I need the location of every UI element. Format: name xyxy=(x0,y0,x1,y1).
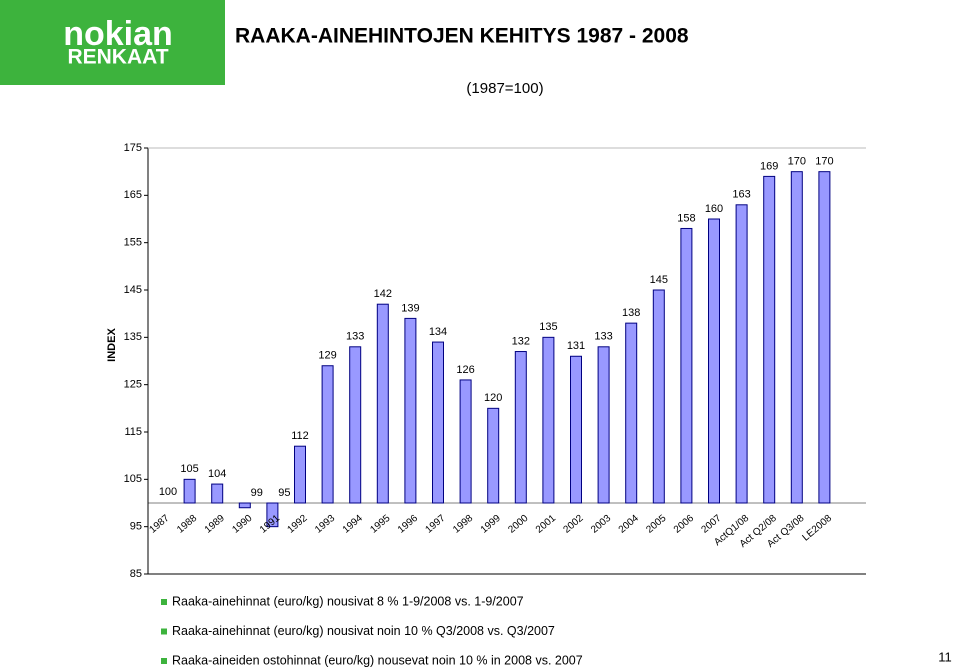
value-label: 138 xyxy=(622,307,640,319)
x-tick-label: 2004 xyxy=(617,513,641,536)
bar xyxy=(432,341,444,504)
bar xyxy=(790,171,803,504)
value-label: 112 xyxy=(291,430,309,442)
bar xyxy=(735,204,748,504)
logo-bottom: RENKAAT xyxy=(67,46,168,69)
x-tick-label: 2005 xyxy=(644,513,668,536)
y-tick-label: 155 xyxy=(124,237,142,249)
y-tick-label: 105 xyxy=(124,473,142,485)
note-bullet xyxy=(161,599,167,605)
x-tick-label: 1992 xyxy=(286,513,310,536)
x-tick-label: 1990 xyxy=(230,513,254,536)
x-tick-label: 1998 xyxy=(451,513,475,536)
value-label: 142 xyxy=(374,288,392,300)
value-label: 105 xyxy=(180,463,198,475)
x-tick-label: 1991 xyxy=(258,513,282,536)
logo-box xyxy=(0,0,225,85)
x-tick-label: 1993 xyxy=(313,513,337,536)
x-tick-label: 2001 xyxy=(534,513,558,536)
bar xyxy=(680,227,693,504)
bar xyxy=(708,218,720,504)
y-tick-label: 175 xyxy=(124,142,142,154)
bar xyxy=(238,502,251,509)
bar xyxy=(459,379,472,504)
value-label: 129 xyxy=(318,350,336,362)
chart-subtitle: (1987=100) xyxy=(466,80,543,97)
note: Raaka-ainehinnat (euro/kg) nousivat 8 % … xyxy=(172,594,524,608)
value-label: 104 xyxy=(208,468,226,480)
value-label: 163 xyxy=(732,189,750,201)
note: Raaka-ainehinnat (euro/kg) nousivat noin… xyxy=(172,624,555,638)
value-label: 145 xyxy=(650,274,668,286)
bar xyxy=(349,346,362,504)
x-tick-label: 2000 xyxy=(506,513,530,536)
x-tick-label: 1987 xyxy=(148,513,172,536)
y-tick-label: 135 xyxy=(124,331,142,343)
bar xyxy=(183,478,196,504)
y-tick-label: 95 xyxy=(130,521,142,533)
bar xyxy=(763,175,776,504)
note-bullet xyxy=(161,628,167,635)
value-label: 120 xyxy=(484,392,502,404)
y-tick-label: 165 xyxy=(124,189,142,201)
value-label: 170 xyxy=(815,156,833,168)
value-label: 99 xyxy=(251,487,263,499)
bar xyxy=(294,445,306,504)
y-tick-label: 85 xyxy=(130,568,142,580)
x-tick-label: 1995 xyxy=(368,513,392,536)
y-tick-label: 115 xyxy=(124,426,142,438)
chart-title: RAAKA-AINEHINTOJEN KEHITYS 1987 - 2008 xyxy=(235,25,689,48)
x-tick-label: 1999 xyxy=(479,513,503,536)
x-tick-label: 2003 xyxy=(589,513,613,536)
logo-top: nokian xyxy=(63,15,173,53)
bar xyxy=(321,365,334,504)
bar xyxy=(597,346,610,504)
value-label: 131 xyxy=(567,340,585,352)
note-bullet xyxy=(161,658,167,664)
x-tick-label: 1997 xyxy=(424,513,448,536)
bar xyxy=(818,171,831,504)
y-axis-label: INDEX xyxy=(106,328,118,362)
y-tick-label: 145 xyxy=(124,284,142,296)
value-label: 169 xyxy=(760,160,778,172)
value-label: 126 xyxy=(456,364,474,376)
y-tick-label: 125 xyxy=(124,379,142,391)
value-label: 139 xyxy=(401,302,419,314)
x-tick-label: 2002 xyxy=(562,513,586,536)
bar xyxy=(487,407,500,504)
x-tick-label: 1989 xyxy=(203,513,227,536)
value-label: 95 xyxy=(278,487,290,499)
bar xyxy=(266,502,279,528)
bar xyxy=(211,483,224,504)
value-label: 160 xyxy=(705,203,723,215)
value-label: 135 xyxy=(539,321,557,333)
bar xyxy=(625,322,638,504)
value-label: 158 xyxy=(677,212,695,224)
bar xyxy=(404,317,417,504)
value-label: 133 xyxy=(594,331,612,343)
x-tick-label: LE2008 xyxy=(801,513,835,544)
value-label: 132 xyxy=(512,335,530,347)
bar xyxy=(570,355,582,504)
bar xyxy=(652,289,665,504)
note: Raaka-aineiden ostohinnat (euro/kg) nous… xyxy=(172,653,583,667)
value-label: 134 xyxy=(429,326,447,338)
x-tick-label: 1994 xyxy=(341,513,365,536)
x-tick-label: 1988 xyxy=(175,513,199,536)
x-tick-label: 2006 xyxy=(672,513,696,536)
bar xyxy=(376,303,389,504)
value-label: 100 xyxy=(159,486,177,498)
bar xyxy=(542,336,555,504)
x-tick-label: 1996 xyxy=(396,513,420,536)
bar xyxy=(514,351,527,504)
value-label: 170 xyxy=(788,156,806,168)
value-label: 133 xyxy=(346,331,364,343)
page-number: 11 xyxy=(938,649,952,664)
